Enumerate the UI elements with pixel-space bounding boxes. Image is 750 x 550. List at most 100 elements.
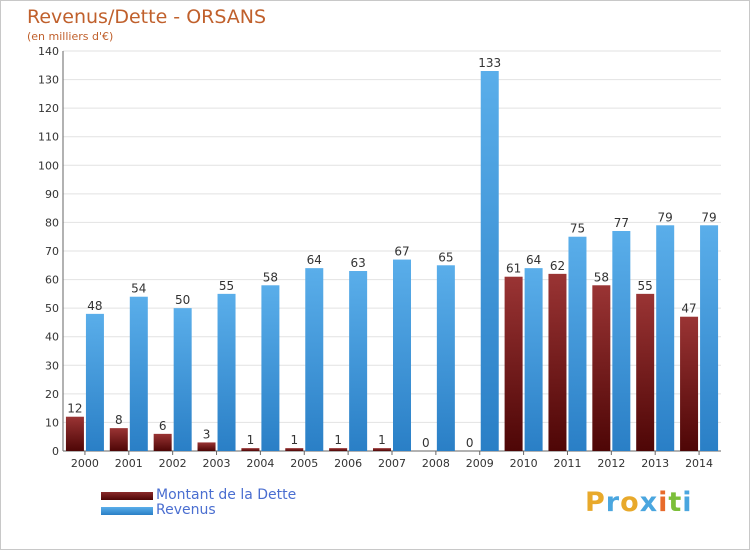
- bar-dette: [65, 416, 84, 451]
- value-label-revenus: 54: [131, 282, 146, 296]
- y-tick-label: 60: [45, 274, 59, 287]
- x-tick-label: 2007: [378, 457, 406, 470]
- value-label-revenus: 55: [219, 279, 234, 293]
- y-tick-label: 100: [38, 159, 59, 172]
- value-label-revenus: 79: [658, 210, 673, 224]
- value-label-dette: 47: [681, 302, 696, 316]
- bar-revenus: [393, 259, 411, 451]
- logo-letter: i: [682, 487, 693, 518]
- value-label-dette: 1: [247, 433, 255, 447]
- proxiti-logo: Proxiti: [585, 487, 693, 518]
- bar-revenus: [436, 265, 455, 451]
- value-label-revenus: 48: [87, 299, 102, 313]
- y-tick-label: 130: [38, 74, 59, 87]
- value-label-dette: 6: [159, 419, 167, 433]
- value-label-revenus: 50: [175, 293, 190, 307]
- value-label-revenus: 58: [263, 270, 278, 284]
- bar-revenus: [700, 225, 719, 451]
- x-tick-label: 2005: [290, 457, 318, 470]
- legend-label-dette: Montant de la Dette: [156, 487, 297, 503]
- value-label-revenus: 65: [438, 250, 453, 264]
- bar-dette: [329, 448, 348, 451]
- y-tick-label: 30: [45, 359, 59, 372]
- y-tick-label: 50: [45, 302, 59, 315]
- value-label-dette: 58: [594, 270, 609, 284]
- y-tick-label: 10: [45, 416, 59, 429]
- y-tick-label: 80: [45, 216, 59, 229]
- x-tick-label: 2009: [466, 457, 494, 470]
- chart-subtitle: (en milliers d'€): [27, 30, 114, 43]
- logo-letter: o: [620, 487, 640, 518]
- x-tick-label: 2012: [597, 457, 625, 470]
- x-tick-label: 2014: [685, 457, 713, 470]
- legend-swatch-revenus: [101, 507, 153, 515]
- value-label-revenus: 64: [307, 253, 322, 267]
- legend-label-revenus: Revenus: [156, 502, 216, 518]
- bar-dette: [504, 276, 523, 451]
- bar-revenus: [129, 296, 148, 451]
- logo-letter: P: [585, 487, 606, 518]
- bar-dette: [285, 448, 304, 451]
- y-tick-label: 70: [45, 245, 59, 258]
- x-axis: 2000 2001 2002 2003 2004 2005 2006 2007 2008 2009…: [71, 451, 713, 470]
- bar-revenus: [480, 71, 499, 451]
- y-tick-label: 140: [38, 45, 59, 58]
- bar-revenus: [656, 225, 675, 451]
- x-tick-label: 2003: [203, 457, 231, 470]
- y-tick-label: 40: [45, 331, 59, 344]
- value-label-revenus: 67: [394, 245, 409, 259]
- bar-revenus: [568, 236, 587, 451]
- value-label-dette: 12: [67, 402, 82, 416]
- x-tick-label: 2008: [422, 457, 450, 470]
- bar-revenus: [305, 268, 324, 451]
- value-label-dette: 8: [115, 413, 123, 427]
- bar-dette: [153, 433, 172, 451]
- bar-revenus: [261, 285, 280, 451]
- value-label-revenus: 64: [526, 253, 541, 267]
- bar-dette: [373, 448, 391, 451]
- logo-letter: t: [668, 487, 683, 518]
- bar-revenus: [524, 268, 543, 451]
- bar-revenus: [85, 313, 104, 451]
- bar-dette: [109, 428, 128, 451]
- bar-dette: [680, 316, 699, 451]
- x-tick-label: 2001: [115, 457, 143, 470]
- x-tick-label: 2004: [246, 457, 274, 470]
- bar-dette: [636, 293, 655, 451]
- x-tick-label: 2010: [510, 457, 538, 470]
- value-label-dette: 1: [334, 433, 342, 447]
- logo-letter: x: [639, 487, 659, 518]
- x-tick-label: 2011: [553, 457, 581, 470]
- legend-swatch-dette: [101, 492, 153, 500]
- value-label-dette: 61: [506, 262, 521, 276]
- bar-dette: [197, 442, 216, 451]
- value-label-revenus: 63: [350, 256, 365, 270]
- bar-revenus: [349, 271, 368, 451]
- x-tick-label: 2000: [71, 457, 99, 470]
- y-tick-label: 0: [52, 445, 59, 458]
- y-tick-label: 20: [45, 388, 59, 401]
- bar-dette: [548, 273, 567, 451]
- bar-revenus: [173, 308, 192, 451]
- y-tick-label: 90: [45, 188, 59, 201]
- value-label-dette: 0: [466, 436, 474, 450]
- bar-revenus: [217, 293, 236, 451]
- y-tick-label: 120: [38, 102, 59, 115]
- y-tick-label: 110: [38, 131, 59, 144]
- value-label-dette: 62: [550, 259, 565, 273]
- value-label-revenus: 75: [570, 222, 585, 236]
- x-tick-label: 2006: [334, 457, 362, 470]
- bar-revenus: [612, 231, 631, 451]
- value-label-dette: 1: [378, 433, 386, 447]
- bar-dette: [241, 448, 260, 451]
- value-label-revenus: 77: [614, 216, 629, 230]
- bars: [65, 71, 719, 451]
- logo-letter: i: [658, 487, 669, 518]
- value-label-dette: 1: [290, 433, 298, 447]
- value-label-revenus: 133: [478, 56, 501, 70]
- value-label-dette: 0: [422, 436, 430, 450]
